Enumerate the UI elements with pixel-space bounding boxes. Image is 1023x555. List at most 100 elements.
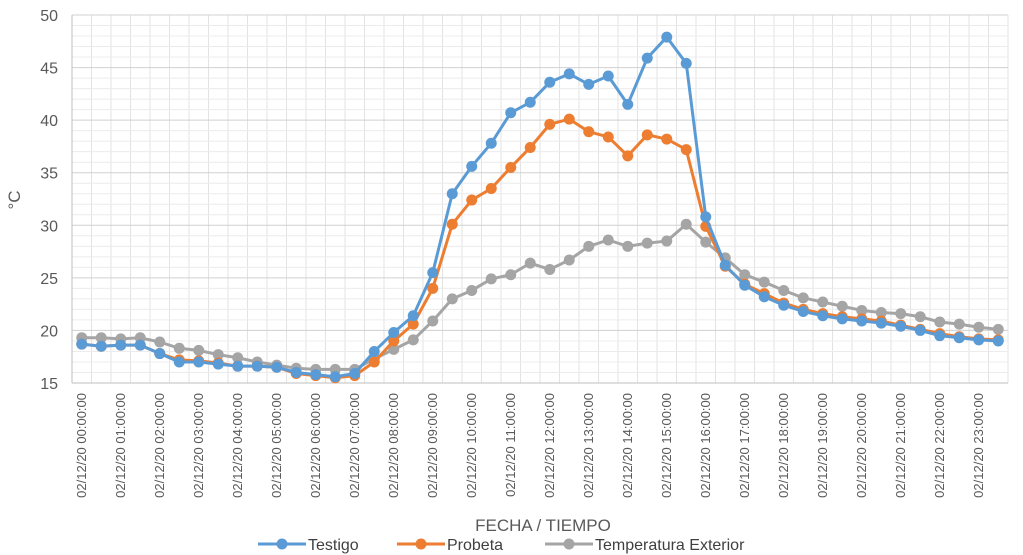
- data-point: [563, 254, 575, 266]
- data-point: [934, 330, 946, 342]
- data-point: [95, 340, 107, 352]
- x-tick-label: 02/12/20 11:00:00: [503, 393, 518, 497]
- data-point: [622, 240, 634, 252]
- data-point: [251, 360, 263, 372]
- y-axis-title: °C: [5, 190, 24, 209]
- data-point: [193, 356, 205, 368]
- data-point: [583, 240, 595, 252]
- x-tick-label: 02/12/20 05:00:00: [269, 393, 284, 498]
- data-point: [466, 284, 478, 296]
- x-tick-label: 02/12/20 14:00:00: [620, 393, 635, 498]
- data-point: [232, 352, 244, 364]
- x-tick-label: 02/12/20 04:00:00: [230, 393, 245, 498]
- y-tick-label: 35: [40, 166, 58, 183]
- data-point: [700, 211, 712, 223]
- data-point: [76, 338, 88, 350]
- data-point: [407, 334, 419, 346]
- data-point: [661, 133, 673, 145]
- data-point: [388, 343, 400, 355]
- data-point: [173, 342, 185, 354]
- data-point: [583, 78, 595, 90]
- data-point: [856, 304, 868, 316]
- data-point: [914, 324, 926, 336]
- data-point: [505, 107, 517, 119]
- data-point: [641, 129, 653, 141]
- data-point: [758, 276, 770, 288]
- data-point: [875, 317, 887, 329]
- legend-swatch-marker: [276, 538, 288, 550]
- data-point: [817, 310, 829, 322]
- data-point: [368, 356, 380, 368]
- y-tick-label: 40: [40, 113, 58, 130]
- data-point: [836, 313, 848, 325]
- data-point: [895, 320, 907, 332]
- data-point: [680, 57, 692, 69]
- grid: [71, 14, 1009, 384]
- data-point: [797, 306, 809, 318]
- legend-item: Probeta: [397, 537, 503, 554]
- legend-label: Temperatura Exterior: [595, 537, 745, 554]
- data-point: [563, 68, 575, 80]
- data-point: [427, 315, 439, 327]
- series-layer: [76, 31, 1004, 384]
- x-tick-label: 02/12/20 07:00:00: [347, 393, 362, 498]
- x-tick-label: 02/12/20 03:00:00: [191, 393, 206, 498]
- x-tick-label: 02/12/20 21:00:00: [893, 393, 908, 498]
- data-point: [407, 310, 419, 322]
- x-tick-label: 02/12/20 10:00:00: [464, 393, 479, 498]
- data-point: [446, 293, 458, 305]
- x-tick-label: 02/12/20 06:00:00: [308, 393, 323, 498]
- data-point: [700, 236, 712, 248]
- data-point: [583, 126, 595, 138]
- data-point: [856, 315, 868, 327]
- data-point: [310, 369, 322, 381]
- legend-item: Temperatura Exterior: [545, 537, 745, 554]
- data-point: [836, 300, 848, 312]
- data-point: [602, 131, 614, 143]
- data-point: [544, 118, 556, 130]
- y-tick-label: 15: [40, 376, 58, 393]
- data-point: [95, 332, 107, 344]
- x-tick-label: 02/12/20 09:00:00: [425, 393, 440, 498]
- data-point: [797, 292, 809, 304]
- data-point: [895, 308, 907, 320]
- data-point: [505, 269, 517, 281]
- data-point: [466, 194, 478, 206]
- data-point: [466, 160, 478, 172]
- legend-item: Testigo: [258, 537, 359, 554]
- data-point: [271, 361, 283, 373]
- data-point: [661, 235, 673, 247]
- legend-label: Testigo: [308, 537, 359, 554]
- x-tick-label: 02/12/20 23:00:00: [971, 393, 986, 498]
- data-point: [953, 332, 965, 344]
- y-tick-label: 45: [40, 61, 58, 78]
- x-tick-label: 02/12/20 15:00:00: [659, 393, 674, 498]
- x-tick-labels: 02/12/20 00:00:00 02/12/20 01:00:00 02/12/…: [74, 393, 986, 498]
- x-tick-label: 02/12/20 20:00:00: [854, 393, 869, 498]
- x-tick-label: 02/12/20 12:00:00: [542, 393, 557, 498]
- x-tick-label: 02/12/20 22:00:00: [932, 393, 947, 498]
- data-point: [485, 182, 497, 194]
- y-tick-label: 30: [40, 218, 58, 235]
- data-point: [407, 318, 419, 330]
- legend: Testigo Probeta Temperatura Exterior: [258, 537, 745, 554]
- y-tick-label: 25: [40, 271, 58, 288]
- data-point: [973, 321, 985, 333]
- data-point: [680, 218, 692, 230]
- data-point: [427, 267, 439, 279]
- x-tick-label: 02/12/20 08:00:00: [386, 393, 401, 498]
- data-point: [524, 96, 536, 108]
- legend-swatch-marker: [415, 538, 427, 550]
- data-point: [914, 311, 926, 323]
- data-point: [446, 218, 458, 230]
- data-point: [544, 263, 556, 275]
- data-point: [778, 284, 790, 296]
- y-tick-label: 20: [40, 323, 58, 340]
- data-point: [641, 52, 653, 64]
- data-point: [290, 366, 302, 378]
- data-point: [563, 113, 575, 125]
- data-point: [388, 327, 400, 339]
- data-point: [368, 345, 380, 357]
- data-point: [875, 307, 887, 319]
